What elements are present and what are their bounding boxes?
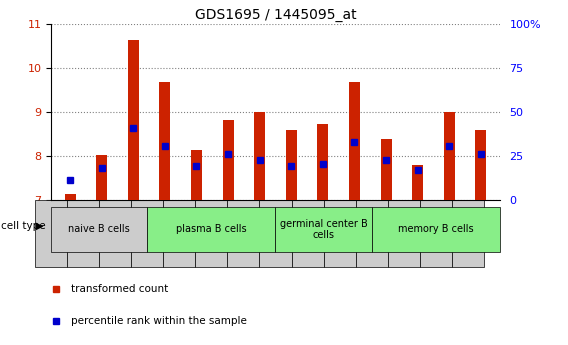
Bar <box>356 200 387 267</box>
Bar <box>318 125 328 200</box>
Title: GDS1695 / 1445095_at: GDS1695 / 1445095_at <box>195 8 356 22</box>
FancyBboxPatch shape <box>275 207 371 252</box>
Bar <box>254 112 265 200</box>
Text: ▶: ▶ <box>36 221 44 231</box>
Text: cell type: cell type <box>1 221 45 231</box>
Bar <box>260 200 291 267</box>
Bar <box>223 120 233 200</box>
FancyBboxPatch shape <box>371 207 500 252</box>
Text: transformed count: transformed count <box>72 284 169 294</box>
Text: germinal center B
cells: germinal center B cells <box>279 219 367 240</box>
Bar <box>227 200 260 267</box>
Text: plasma B cells: plasma B cells <box>176 225 247 234</box>
Bar <box>381 139 391 200</box>
Bar <box>387 200 420 267</box>
Bar <box>35 200 67 267</box>
Bar <box>160 82 170 200</box>
Bar <box>475 130 486 200</box>
FancyBboxPatch shape <box>51 207 147 252</box>
Text: memory B cells: memory B cells <box>398 225 474 234</box>
Bar <box>164 200 195 267</box>
FancyBboxPatch shape <box>147 207 275 252</box>
Bar <box>452 200 484 267</box>
Text: naive B cells: naive B cells <box>68 225 130 234</box>
Bar <box>67 200 99 267</box>
Bar <box>291 200 324 267</box>
Bar <box>65 194 76 200</box>
Bar <box>286 130 297 200</box>
Bar <box>349 82 360 200</box>
Bar <box>131 200 164 267</box>
Bar <box>420 200 452 267</box>
Bar <box>191 149 202 200</box>
Bar <box>96 155 107 200</box>
Text: percentile rank within the sample: percentile rank within the sample <box>72 316 247 326</box>
Bar <box>444 112 455 200</box>
Bar <box>99 200 131 267</box>
Bar <box>412 165 423 200</box>
Bar <box>324 200 356 267</box>
Bar <box>128 40 139 200</box>
Bar <box>195 200 227 267</box>
